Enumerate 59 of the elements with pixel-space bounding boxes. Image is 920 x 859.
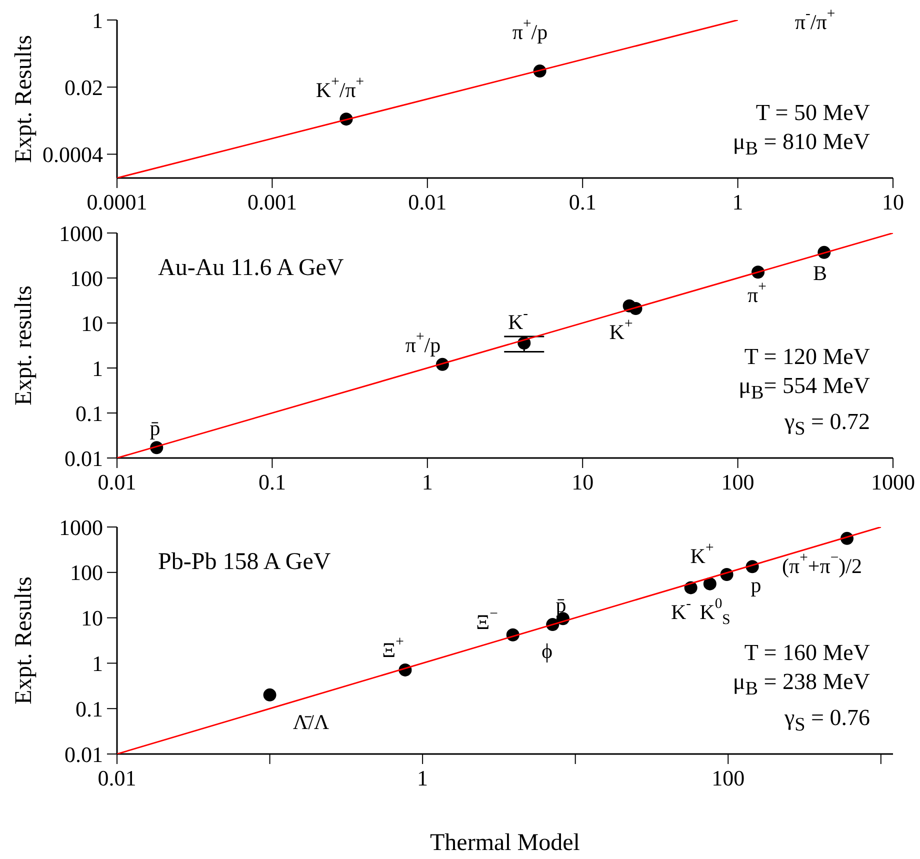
x-tick-label: 0.001 <box>247 190 297 215</box>
annotation: (π$^{+}$+π$^{−}$)/2 <box>782 550 862 578</box>
y-tick-label: 100 <box>70 560 103 586</box>
annotation: π$^{+}$ <box>748 279 766 307</box>
annotation: μ$_{B}$= 554 MeV <box>738 372 870 406</box>
x-tick-label: 0.1 <box>258 470 286 495</box>
y-tick-label: 10 <box>81 310 103 336</box>
x-tick-label: 10 <box>572 470 594 495</box>
annotation: Ξ$^{+}$ <box>382 634 404 662</box>
annotation: π$^{+}$/p <box>405 329 441 357</box>
y-axis-title: Expt. Results <box>11 576 37 705</box>
annotation: ϕ <box>541 639 553 663</box>
annotation: π$^{-}$/π$^{+}$ <box>794 6 836 34</box>
annotation: γ$_{S}$ = 0.76 <box>783 704 870 738</box>
annotation: K$^{-}$ <box>670 596 692 624</box>
annotation: Ξ$^{−}$ <box>476 606 498 634</box>
y-tick-label: 0.0004 <box>42 142 103 168</box>
annotation: K$^{+}$/π$^{+}$ <box>316 74 364 102</box>
y-axis-title: Expt. results <box>11 286 37 406</box>
x-tick-label: 1 <box>422 470 433 495</box>
y-tick-label: 0.01 <box>64 446 103 471</box>
x-tick-label: 1 <box>732 190 744 215</box>
annotation: B <box>812 261 828 285</box>
x-tick-label: 1 <box>417 766 428 791</box>
y-tick-label: 1000 <box>59 220 103 246</box>
x-tick-label: 100 <box>712 766 745 791</box>
text: Au-Au 11.6 A GeV <box>158 255 344 282</box>
annotation: Λ̄/Λ <box>292 710 330 734</box>
y-tick-label: 1 <box>92 356 103 381</box>
y-tick-label: 10 <box>81 606 103 631</box>
annotation: T = 160 MeV <box>743 638 870 667</box>
y-axis-title: Expt. Results <box>11 34 37 164</box>
x-tick-label: 10 <box>882 190 904 215</box>
annotation: μ$_{B}$ = 238 MeV <box>732 668 870 702</box>
y-tick-label: 1 <box>92 8 103 33</box>
text: Pb-Pb 158 A GeV <box>158 549 331 576</box>
annotation: K$^{-}$ <box>508 306 528 334</box>
annotation: K$^{+}$ <box>690 540 714 568</box>
x-tick-label: 0.1 <box>568 190 596 215</box>
annotation: π$^{+}$/p <box>512 16 548 44</box>
annotation: T = 50 MeV <box>754 99 870 128</box>
y-tick-label: 0.02 <box>64 74 103 100</box>
annotation: p̄ <box>150 416 160 440</box>
x-tick-label: 1000 <box>871 470 915 495</box>
y-tick-label: 1000 <box>59 514 103 540</box>
y-tick-label: 1 <box>92 651 103 676</box>
y-tick-label: 0.1 <box>76 400 103 426</box>
y-tick-label: 0.1 <box>76 696 103 722</box>
x-axis-title: Thermal Model <box>430 830 580 856</box>
x-tick-label: 100 <box>721 470 754 495</box>
annotation: K$^{+}$ <box>609 316 633 344</box>
annotation: T = 120 MeV <box>743 342 870 371</box>
annotation: μ$_{B}$ = 810 MeV <box>732 128 870 162</box>
annotation: γ$_{S}$ = 0.72 <box>783 408 870 442</box>
y-tick-label: 100 <box>70 266 103 291</box>
y-tick-label: 0.01 <box>64 742 103 767</box>
x-tick-label: 0.01 <box>408 190 447 215</box>
x-tick-label: 0.0001 <box>86 190 148 215</box>
annotation: p <box>750 573 762 597</box>
